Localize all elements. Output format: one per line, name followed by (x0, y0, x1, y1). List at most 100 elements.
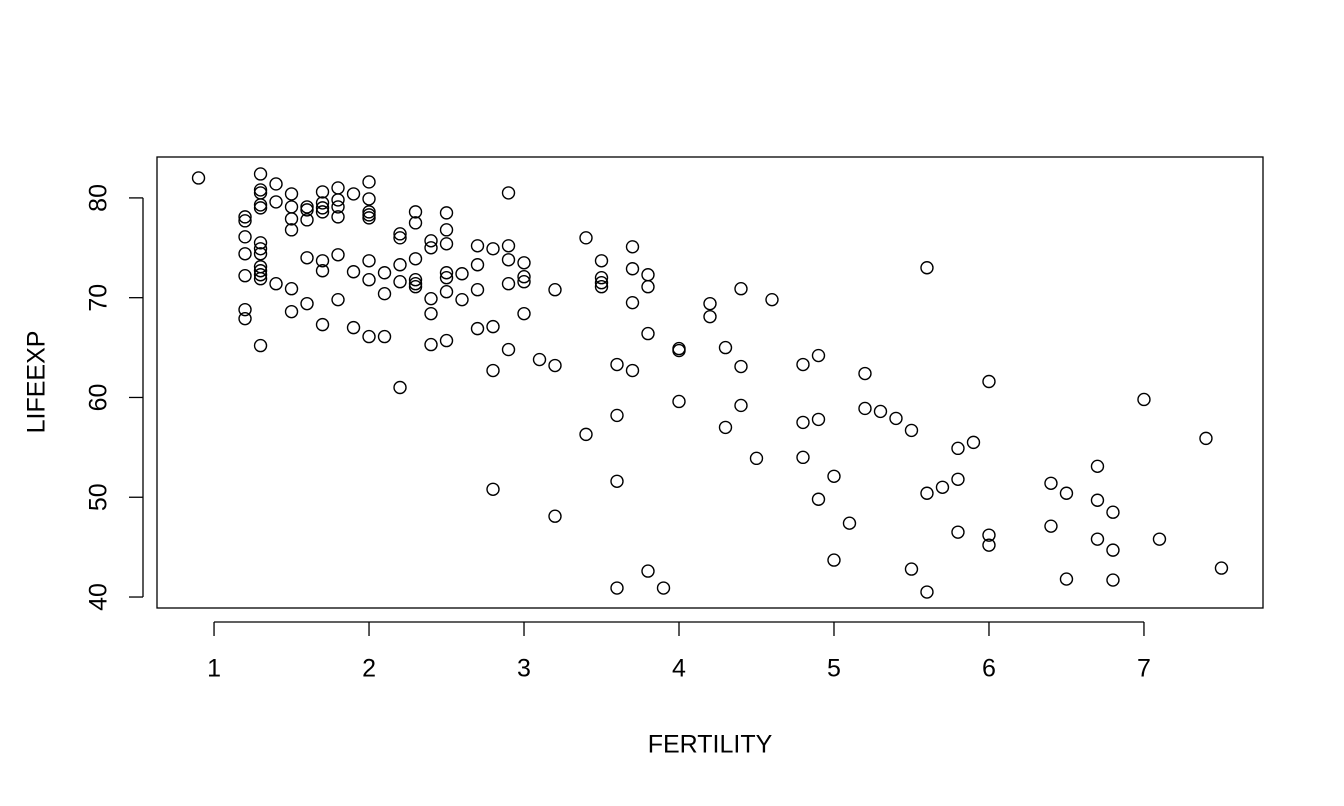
point (1106, 573, 1120, 587)
point (408, 252, 423, 266)
x-tick-label: 6 (982, 655, 996, 683)
point (284, 200, 299, 214)
point (331, 181, 345, 195)
point (517, 306, 531, 321)
point (517, 270, 531, 284)
point (548, 509, 562, 523)
point (517, 275, 531, 289)
point (548, 358, 562, 373)
point (408, 205, 423, 219)
point (439, 237, 454, 251)
point (331, 210, 345, 224)
point (439, 333, 454, 348)
point (439, 285, 454, 299)
x-tick-label: 4 (672, 655, 686, 683)
point (300, 213, 314, 227)
point (672, 394, 686, 409)
point (486, 242, 500, 256)
point (470, 239, 485, 253)
x-tick-label: 5 (827, 655, 841, 683)
point (1137, 392, 1151, 407)
point (811, 348, 826, 363)
point (548, 283, 562, 297)
point (703, 309, 717, 324)
point (982, 528, 996, 542)
point (253, 338, 268, 353)
point (393, 231, 407, 245)
point (253, 264, 268, 278)
point (238, 210, 252, 224)
point (1214, 561, 1229, 575)
point (532, 352, 547, 367)
point (424, 291, 438, 306)
point (858, 366, 872, 381)
point (625, 295, 640, 310)
point (734, 282, 748, 296)
point (1059, 572, 1074, 586)
point (610, 581, 624, 595)
point (765, 292, 779, 307)
point (501, 239, 516, 253)
point (331, 200, 345, 214)
point (470, 258, 485, 272)
point (501, 253, 516, 267)
point (610, 357, 624, 372)
point (315, 185, 330, 199)
point (253, 272, 268, 286)
point (408, 277, 423, 291)
point (982, 538, 996, 552)
point (641, 326, 655, 341)
point (253, 268, 268, 282)
point (377, 266, 392, 280)
point (315, 196, 330, 210)
point (331, 248, 345, 262)
point (284, 304, 299, 319)
point (842, 516, 857, 530)
point (238, 311, 252, 326)
point (362, 175, 376, 189)
point (377, 329, 392, 344)
point (625, 363, 640, 378)
point (424, 337, 438, 352)
point (300, 251, 314, 265)
point (238, 269, 252, 283)
point (253, 167, 268, 181)
point (238, 214, 252, 228)
point (501, 186, 516, 200)
y-tick-label: 50 (85, 483, 113, 511)
point (641, 564, 655, 578)
point (269, 277, 283, 291)
point (315, 264, 330, 278)
point (486, 319, 500, 334)
point (253, 183, 268, 197)
point (718, 420, 733, 435)
point (858, 401, 872, 416)
point (982, 374, 996, 389)
point (253, 247, 268, 261)
point (796, 357, 810, 372)
plot-box (156, 156, 1264, 609)
point (501, 277, 516, 291)
point (253, 201, 268, 215)
point (253, 186, 268, 200)
point (439, 271, 454, 285)
point (362, 205, 376, 219)
point (579, 427, 593, 442)
point (827, 553, 841, 567)
point (1044, 519, 1058, 533)
point (455, 292, 469, 307)
point (501, 342, 516, 357)
point (362, 208, 376, 222)
point (331, 292, 345, 307)
x-tick-label: 1 (207, 655, 221, 683)
point (827, 469, 841, 483)
point (393, 380, 407, 395)
point (238, 230, 252, 244)
point (315, 317, 330, 332)
x-axis-label: FERTILITY (648, 731, 773, 759)
y-tick-label: 80 (85, 184, 113, 212)
point (1152, 532, 1167, 546)
point (951, 472, 965, 486)
point (966, 435, 981, 450)
point (641, 280, 655, 294)
